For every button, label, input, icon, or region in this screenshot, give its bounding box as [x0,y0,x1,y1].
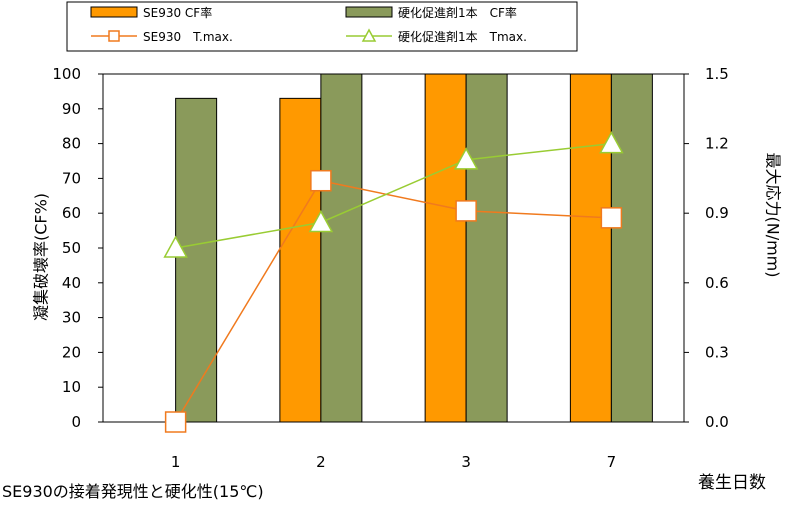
y2-axis-title: 最大応力(N/mm) [764,152,783,277]
point-2-1 [310,169,332,192]
x-tick-label: 1 [171,453,181,471]
y2-tick-label: 0.9 [705,204,729,222]
legend-swatch-1 [345,6,393,18]
chart-caption: SE930の接着発現性と硬化性(15℃) [2,482,264,501]
bar-0-3 [569,73,612,423]
y-tick-label: 60 [62,204,81,222]
legend-box [66,1,578,52]
point-2-0 [164,411,187,433]
legend-label-2: SE930 T.max. [143,30,233,44]
y-tick-label: 50 [62,239,81,257]
legend-marker-3 [361,28,377,42]
y-tick-label: 90 [62,100,81,118]
legend: SE930 CF率 硬化促進剤1本 CF率 SE930 T.max. 硬化促進剤1本 … [66,1,578,52]
y2-tick-label: 1.5 [705,65,729,83]
bar-1-1 [320,73,363,423]
bar-0-2 [424,73,467,423]
legend-marker-2 [108,30,120,42]
axes [98,73,689,423]
y-axis-title: 凝集破壊率(CF%) [32,193,51,321]
point-3-2 [453,147,479,170]
y2-tick-label: 0.0 [705,413,729,431]
legend-label-1: 硬化促進剤1本 CF率 [398,5,517,20]
bars [175,73,653,423]
y-tick-label: 20 [62,343,81,361]
bar-1-2 [465,73,508,423]
y2-tick-label: 0.6 [705,274,729,292]
y-tick-label: 0 [71,413,81,431]
x-tick-label: 7 [607,453,617,471]
legend-label-3: 硬化促進剤1本 Tmax. [398,29,527,44]
legend-swatch-0 [90,6,138,18]
x-tick-label: 3 [461,453,471,471]
line-series-2 [174,179,612,423]
bar-0-1 [279,97,322,423]
point-2-2 [455,200,477,222]
point-3-3 [599,131,624,154]
y2-tick-label: 1.2 [705,135,729,153]
tick-labels: 0 10 20 30 40 50 60 70 80 90 100 0.0 0.3 0.6 0.9 1.2 1.5… [52,65,729,471]
x-tick-label: 2 [316,453,326,471]
bar-1-0 [175,97,218,423]
bar-1-3 [610,73,653,423]
point-3-0 [163,235,188,258]
y-tick-label: 70 [62,169,81,187]
point-3-1 [308,209,334,233]
y2-tick-label: 0.3 [705,343,729,361]
y-tick-label: 80 [62,135,81,153]
point-2-3 [600,207,623,229]
y-tick-label: 30 [62,309,81,327]
series-lines [163,131,624,433]
line-series-3 [175,142,612,249]
x-axis-title: 養生日数 [698,473,766,493]
y-tick-label: 10 [62,378,81,396]
legend-label-0: SE930 CF率 [143,5,212,20]
y-tick-label: 40 [62,274,81,292]
y-tick-label: 100 [52,65,81,83]
